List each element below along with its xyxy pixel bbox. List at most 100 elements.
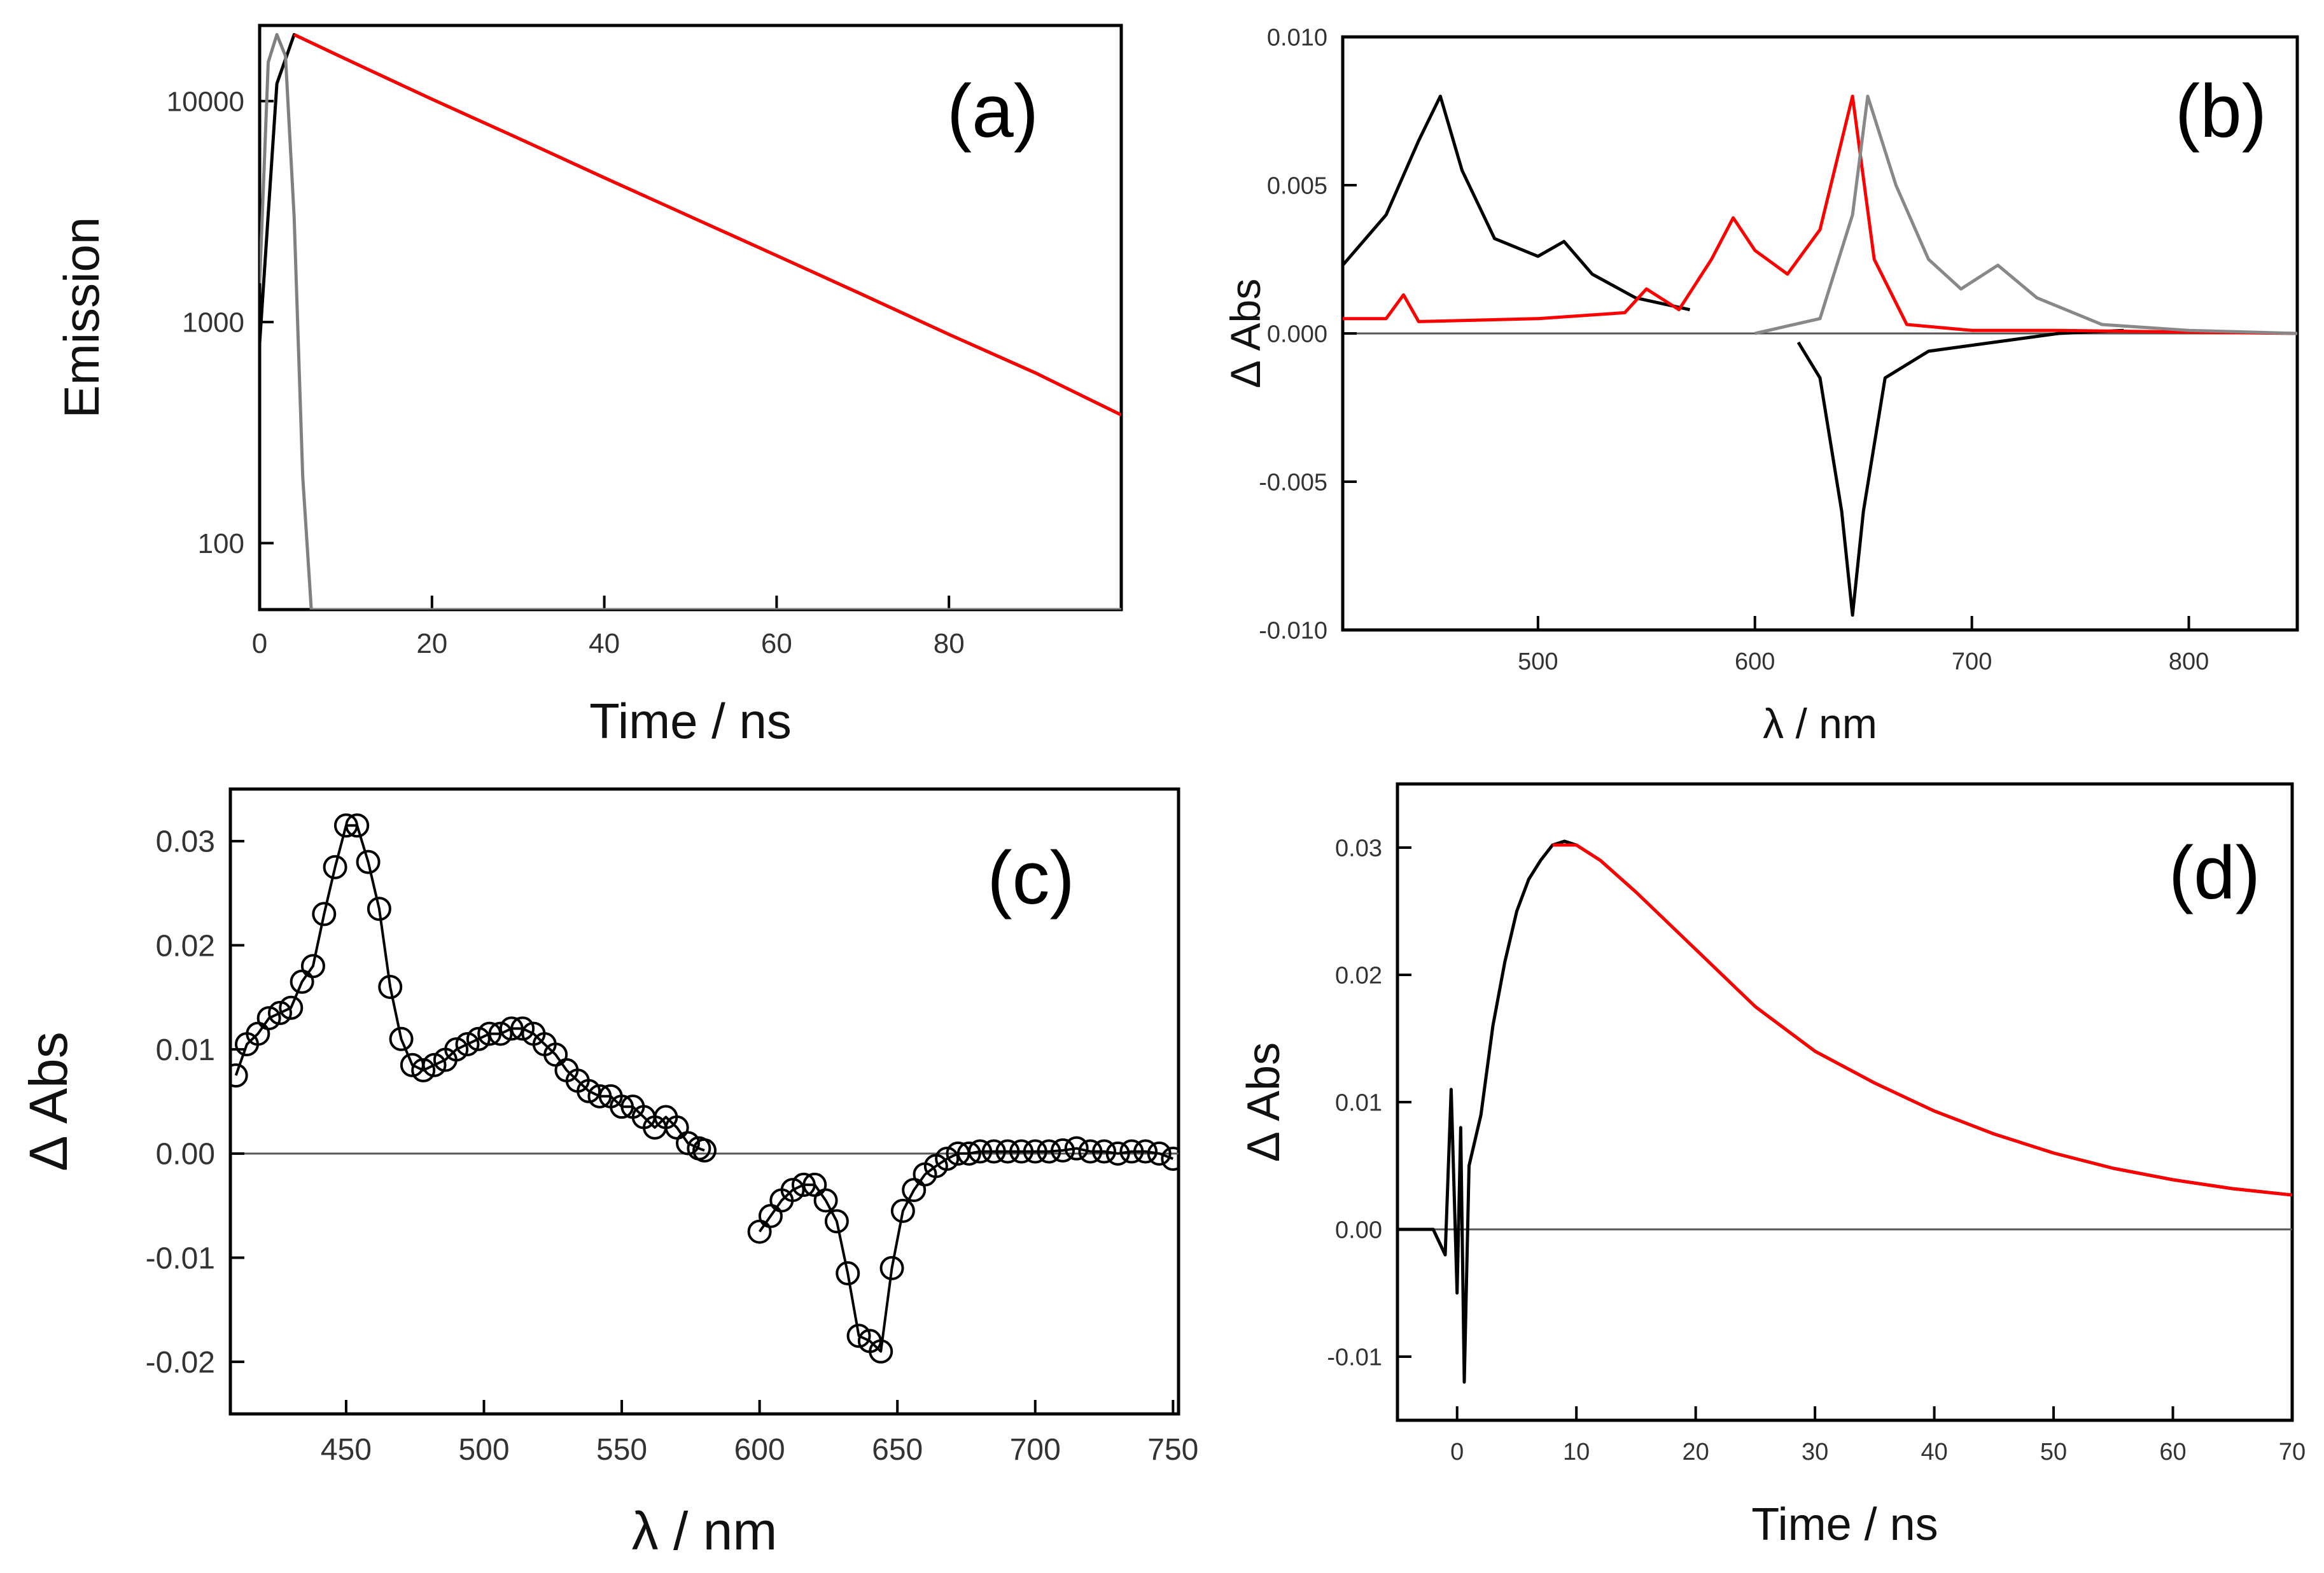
data-point	[323, 855, 347, 879]
y-tick-label: 0.010	[1267, 24, 1327, 51]
x-tick-label: 30	[1802, 1439, 1828, 1465]
x-tick-label: 50	[2040, 1439, 2067, 1465]
y-tick-label: 0.005	[1267, 172, 1327, 199]
x-tick-label: 500	[458, 1433, 509, 1467]
x-tick-label: 800	[2169, 648, 2209, 675]
data-point	[824, 1209, 849, 1234]
y-tick-label: 1000	[182, 307, 244, 339]
data-point	[1078, 1139, 1103, 1164]
x-tick-label: 80	[934, 628, 965, 659]
series-line	[234, 824, 705, 1152]
y-tick-label: -0.010	[1259, 617, 1327, 644]
plot-frame	[1396, 782, 2294, 1422]
y-tick-label: 0.000	[1267, 321, 1327, 347]
y-tick-label: -0.005	[1259, 469, 1327, 496]
series-line	[293, 33, 1121, 417]
x-tick-label: 20	[1683, 1439, 1709, 1465]
data-point	[477, 1021, 502, 1046]
x-tick-label: 550	[596, 1433, 647, 1467]
x-tick-label: 40	[589, 628, 620, 659]
plot-area	[230, 813, 1179, 1364]
data-point	[836, 1261, 860, 1286]
x-axis-title: λ / nm	[1763, 700, 1877, 747]
y-axis-title: Δ Abs	[18, 1031, 78, 1171]
data-point	[510, 1016, 535, 1041]
y-tick-label: 0.02	[156, 929, 215, 963]
data-point	[1105, 1141, 1130, 1166]
panel-letter: (a)	[947, 69, 1039, 153]
data-point	[300, 954, 325, 979]
x-tick-label: 10	[1563, 1439, 1590, 1465]
plot-frame	[228, 787, 1180, 1416]
data-point	[466, 1026, 491, 1051]
data-point	[1147, 1141, 1172, 1166]
data-point	[1133, 1139, 1158, 1164]
data-point	[356, 849, 381, 874]
data-point	[312, 902, 337, 926]
data-point	[1092, 1139, 1117, 1164]
plot-area	[1343, 94, 2297, 617]
data-point	[577, 1079, 601, 1103]
x-tick-label: 70	[2279, 1439, 2306, 1465]
data-point	[692, 1138, 717, 1163]
series-line	[1796, 328, 2124, 617]
x-tick-label: 40	[1921, 1439, 1947, 1465]
data-point	[422, 1052, 447, 1077]
x-axis-title: Time / ns	[1751, 1499, 1938, 1550]
data-point	[879, 1255, 904, 1280]
panel-letter: (c)	[987, 836, 1075, 920]
x-axis-title: λ / nm	[632, 1501, 778, 1561]
data-point	[1051, 1138, 1075, 1163]
data-point	[499, 1016, 524, 1041]
series-line	[758, 1147, 1174, 1353]
data-point	[411, 1058, 436, 1082]
x-tick-label: 750	[1147, 1433, 1198, 1467]
data-point	[345, 813, 370, 838]
data-point	[1009, 1139, 1034, 1164]
x-tick-label: 700	[1010, 1433, 1061, 1467]
x-tick-label: 600	[734, 1433, 785, 1467]
x-tick-label: 0	[252, 628, 267, 659]
y-axis-title: Δ Abs	[1222, 279, 1269, 389]
series-line	[1343, 94, 2297, 335]
y-axis-title: Δ Abs	[1238, 1042, 1289, 1162]
data-point	[587, 1084, 612, 1108]
data-point	[444, 1037, 469, 1062]
data-point	[968, 1139, 993, 1164]
series-line	[1754, 94, 2297, 335]
data-point	[256, 1006, 281, 1031]
x-tick-label: 0	[1450, 1439, 1464, 1465]
series-line	[1343, 94, 1691, 312]
x-tick-label: 600	[1735, 648, 1775, 675]
x-axis-title: Time / ns	[589, 693, 792, 749]
x-tick-label: 450	[321, 1433, 372, 1467]
y-tick-label: -0.01	[146, 1241, 215, 1275]
y-tick-label: 0.02	[1335, 962, 1382, 989]
data-point	[1161, 1147, 1179, 1171]
data-point	[488, 1021, 513, 1046]
x-tick-label: 650	[872, 1433, 923, 1467]
x-tick-label: 60	[2159, 1439, 2186, 1465]
y-tick-label: 100	[198, 528, 244, 559]
data-point	[890, 1198, 915, 1223]
data-point	[995, 1139, 1020, 1164]
y-tick-label: -0.01	[1327, 1344, 1382, 1371]
data-point	[846, 1324, 871, 1348]
panel-letter: (d)	[2169, 831, 2260, 915]
y-axis-title: Emission	[53, 217, 109, 418]
plot-area	[1397, 839, 2292, 1384]
data-point	[676, 1131, 701, 1156]
data-point	[1023, 1139, 1047, 1164]
y-tick-label: 0.03	[156, 825, 215, 859]
y-tick-label: 0.00	[156, 1138, 215, 1171]
y-tick-label: 0.03	[1335, 835, 1382, 862]
plot-area	[260, 32, 1121, 610]
data-point	[455, 1031, 480, 1056]
y-tick-label: 10000	[167, 86, 244, 117]
series-line	[260, 32, 1121, 610]
y-tick-label: -0.02	[146, 1346, 215, 1380]
data-point	[389, 1026, 414, 1051]
panel-c: 450 500 550 600 650 700 750 -0.02 -0.01 0.00 0.01 0…	[18, 787, 1198, 1561]
data-point	[1037, 1139, 1061, 1164]
